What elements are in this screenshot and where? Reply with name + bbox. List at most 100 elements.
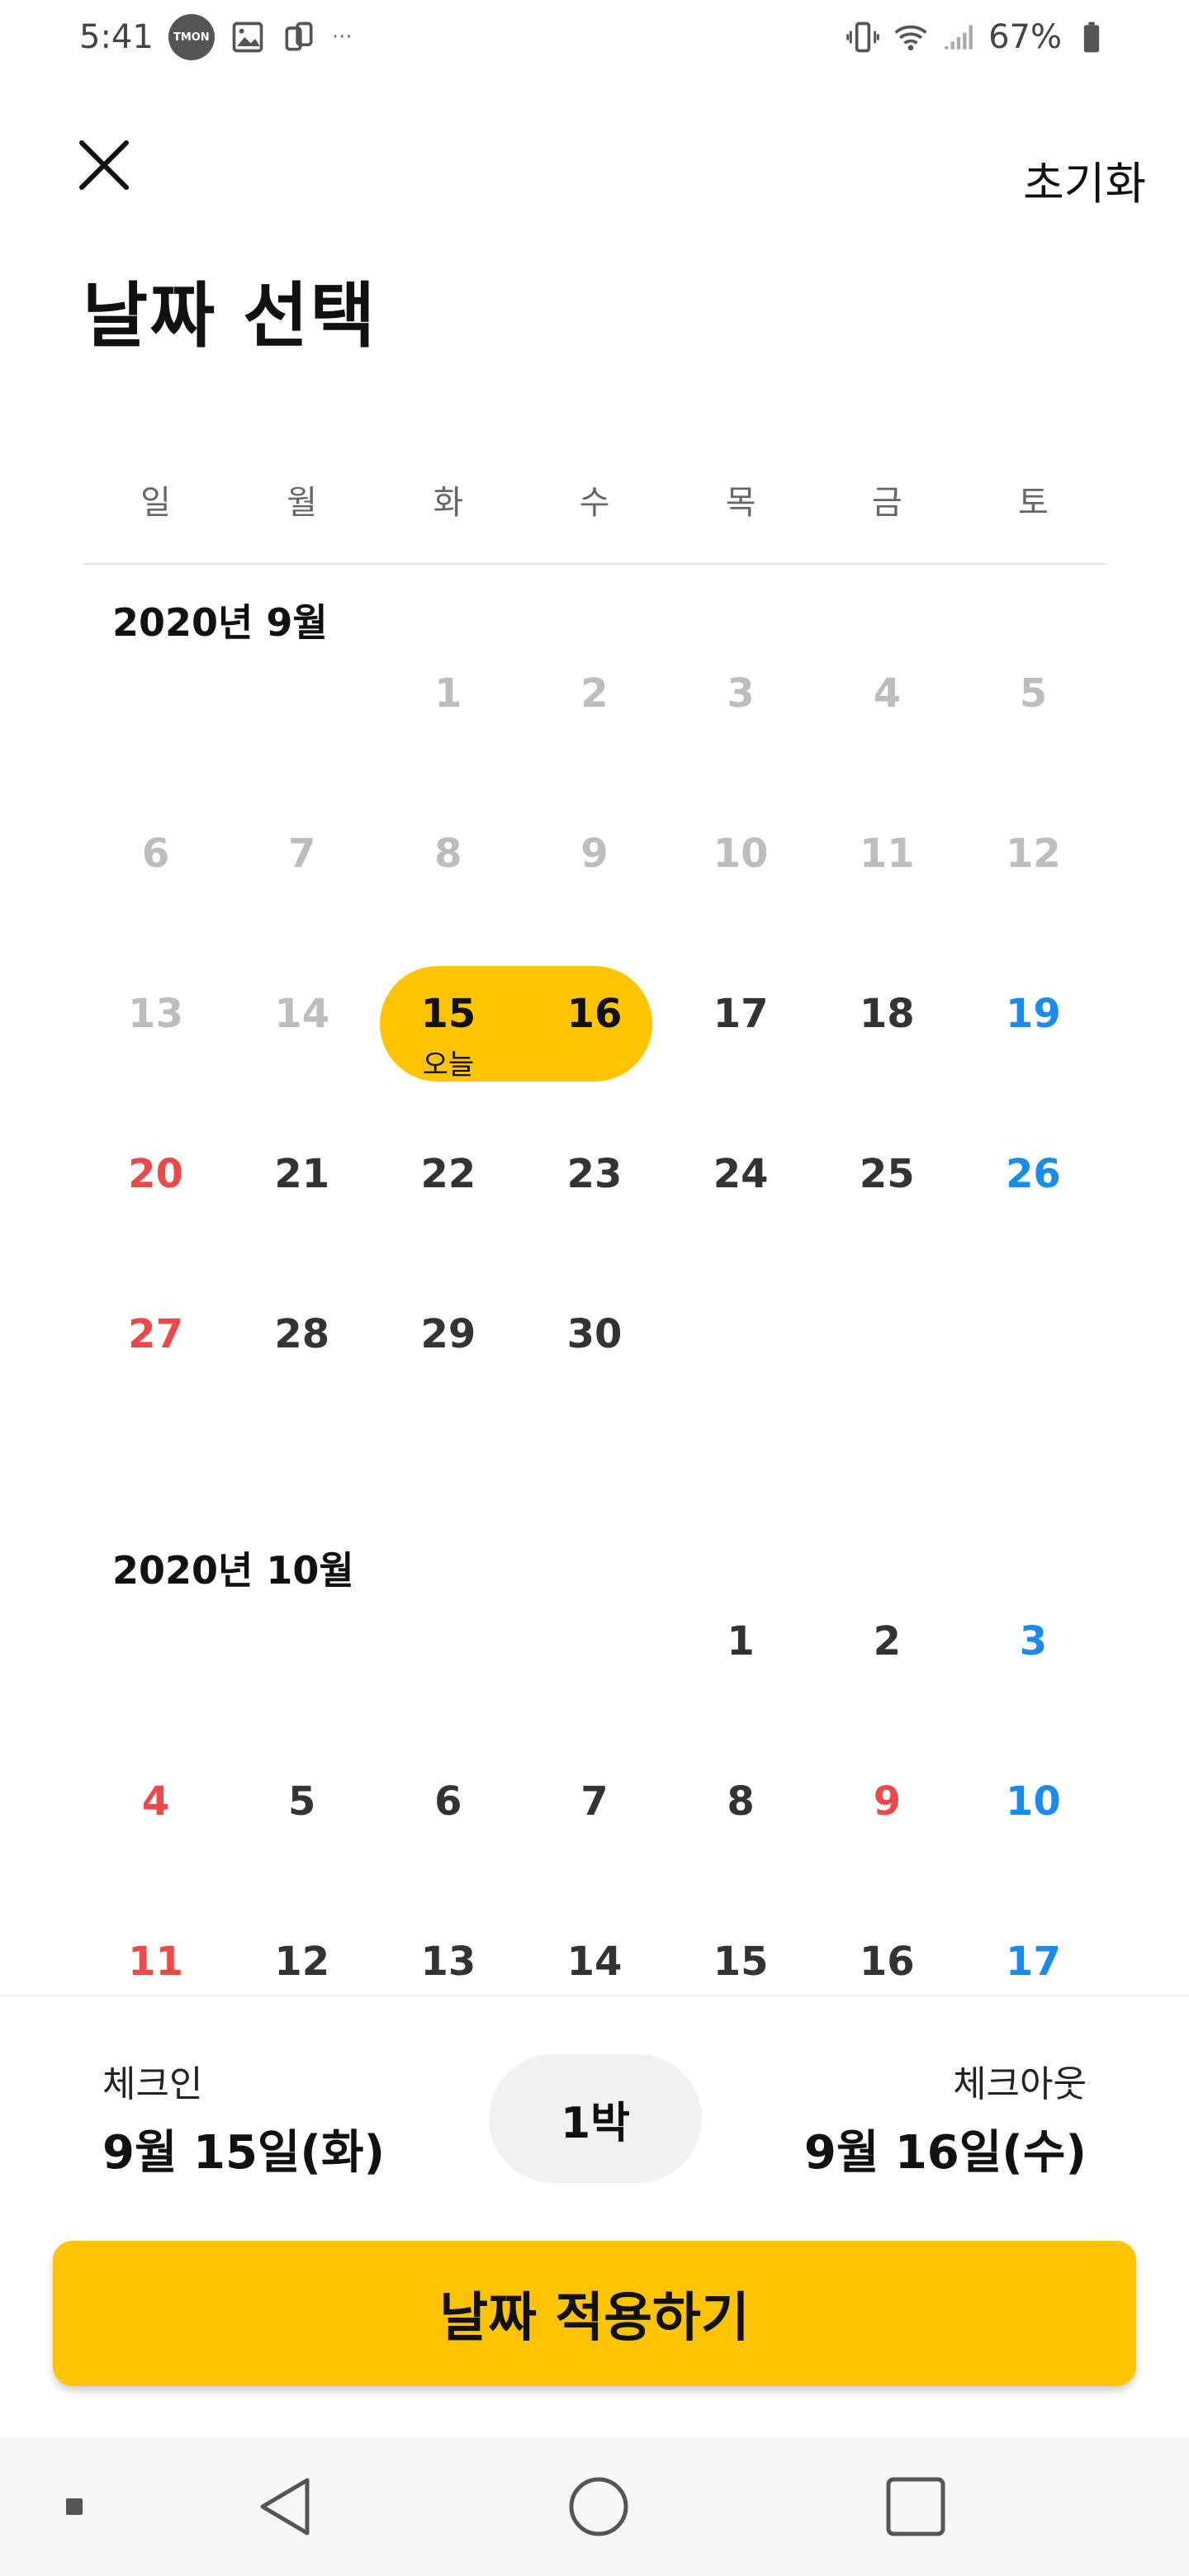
selected-range-highlight bbox=[380, 966, 652, 1082]
calendar-day-empty bbox=[814, 1305, 960, 1465]
calendar-day[interactable]: 21 bbox=[274, 1151, 330, 1197]
calendar-day[interactable]: 22 bbox=[420, 1151, 476, 1197]
status-bar: 5:41 TMON ··· 67% bbox=[0, 0, 1189, 74]
calendar-day-empty bbox=[229, 664, 375, 824]
calendar-week: 20 21 22 23 24 25 26 bbox=[83, 1144, 1106, 1305]
weekday-sat: 토 bbox=[1018, 484, 1049, 522]
calendar-day[interactable]: 18 bbox=[859, 991, 915, 1037]
checkout-summary: 체크아웃 9월 16일(수) bbox=[804, 2054, 1087, 2182]
calendar-day[interactable]: 20 bbox=[128, 1151, 183, 1197]
weekday-mon: 월 bbox=[287, 484, 318, 522]
month-september: 2020년 9월 1 2 3 4 5 6 7 8 9 10 11 12 bbox=[83, 566, 1106, 1465]
vibrate-icon bbox=[846, 21, 879, 53]
calendar-day-empty bbox=[521, 1612, 667, 1772]
calendar-day-checkin[interactable]: 15 오늘 bbox=[375, 984, 521, 1144]
month-title: 2020년 10월 bbox=[112, 1548, 354, 1593]
close-icon bbox=[79, 140, 129, 190]
nav-extra-button[interactable] bbox=[50, 2437, 99, 2576]
calendar-day-empty bbox=[229, 1612, 375, 1772]
checkout-label: 체크아웃 bbox=[953, 2063, 1087, 2105]
calendar-scroll-area[interactable]: 2020년 9월 1 2 3 4 5 6 7 8 9 10 11 12 bbox=[83, 566, 1106, 1995]
calendar-day[interactable]: 6 bbox=[434, 1778, 462, 1825]
calendar-day[interactable]: 16 bbox=[859, 1939, 915, 1985]
checkout-date: 9월 16일(수) bbox=[803, 2126, 1087, 2180]
calendar-day[interactable]: 13 bbox=[420, 1939, 476, 1985]
square-dot-icon bbox=[66, 2498, 83, 2515]
nights-badge: 1박 bbox=[489, 2054, 702, 2183]
calendar-day: 4 bbox=[873, 670, 901, 717]
signal-icon bbox=[945, 25, 973, 50]
calendar-day[interactable]: 1 bbox=[727, 1618, 755, 1664]
calendar-day: 7 bbox=[288, 831, 316, 877]
calendar-day[interactable]: 8 bbox=[727, 1778, 755, 1825]
weekday-thu: 목 bbox=[725, 484, 756, 522]
nav-recents-button[interactable] bbox=[870, 2437, 961, 2576]
calendar-day: 9 bbox=[580, 831, 609, 877]
apply-dates-button[interactable]: 날짜 적용하기 bbox=[53, 2241, 1136, 2386]
calendar-week: 1 2 3 4 5 bbox=[83, 664, 1106, 824]
calendar-day: 8 bbox=[434, 831, 462, 877]
calendar-day: 11 bbox=[859, 831, 915, 877]
calendar-day: 5 bbox=[1019, 670, 1048, 717]
calendar-day: 10 bbox=[713, 831, 769, 877]
calendar-day: 13 bbox=[128, 991, 183, 1037]
calendar-day[interactable]: 30 bbox=[566, 1311, 623, 1357]
calendar-day-empty bbox=[668, 1305, 814, 1465]
calendar-day-empty bbox=[960, 1305, 1106, 1465]
more-notifications-icon: ··· bbox=[331, 25, 353, 50]
calendar-day[interactable]: 10 bbox=[1006, 1778, 1061, 1825]
gallery-icon bbox=[232, 21, 263, 53]
calendar-day[interactable]: 17 bbox=[1006, 1939, 1061, 1985]
tmon-app-icon: TMON bbox=[168, 14, 215, 60]
checkin-date: 9월 15일(화) bbox=[102, 2126, 386, 2180]
month-spacer bbox=[83, 1465, 1106, 1514]
status-right: 67% bbox=[845, 18, 1110, 56]
calendar-day[interactable]: 3 bbox=[1019, 1618, 1048, 1664]
reset-button[interactable]: 초기화 bbox=[1022, 158, 1146, 210]
calendar-day[interactable]: 11 bbox=[128, 1939, 183, 1985]
calendar-day[interactable]: 26 bbox=[1006, 1151, 1061, 1197]
calendar-day[interactable]: 17 bbox=[713, 991, 769, 1037]
calendar-day-empty bbox=[375, 1612, 521, 1772]
calendar-day[interactable]: 14 bbox=[566, 1939, 623, 1985]
calendar-day: 3 bbox=[727, 670, 755, 717]
nav-back-button[interactable] bbox=[239, 2437, 330, 2576]
calendar-day[interactable]: 7 bbox=[580, 1778, 609, 1825]
calendar-day[interactable]: 4 bbox=[141, 1778, 170, 1825]
calendar-day: 12 bbox=[1006, 831, 1061, 877]
calendar-day[interactable]: 19 bbox=[1006, 991, 1061, 1037]
calendar-day[interactable]: 29 bbox=[420, 1311, 476, 1357]
weekday-wed: 수 bbox=[579, 484, 610, 522]
calendar-day[interactable]: 23 bbox=[566, 1151, 623, 1197]
calendar-week: 6 7 8 9 10 11 12 bbox=[83, 824, 1106, 984]
calendar-day[interactable]: 15 bbox=[713, 1939, 769, 1985]
checkin-summary: 체크인 9월 15일(화) bbox=[102, 2054, 385, 2182]
calendar-day[interactable]: 25 bbox=[859, 1151, 915, 1197]
calendar-day-number: 15 bbox=[420, 991, 476, 1037]
calendar-week: 11 12 13 14 15 16 17 bbox=[83, 1932, 1106, 1995]
home-circle-icon bbox=[569, 2477, 628, 2536]
calendar-day[interactable]: 5 bbox=[288, 1778, 316, 1825]
weekday-sun: 일 bbox=[140, 484, 171, 522]
weekday-fri: 금 bbox=[871, 484, 902, 522]
recents-square-icon bbox=[886, 2477, 945, 2536]
nav-home-button[interactable] bbox=[553, 2437, 644, 2576]
calendar-day[interactable]: 2 bbox=[873, 1618, 901, 1664]
calendar-week: 13 14 15 오늘 16 17 18 19 bbox=[83, 966, 1106, 1144]
weekday-header: 일 월 화 수 목 금 토 bbox=[83, 462, 1106, 565]
calendar-day[interactable]: 28 bbox=[274, 1311, 330, 1357]
calendar-day[interactable]: 12 bbox=[274, 1939, 330, 1985]
booking-summary-panel: 체크인 9월 15일(화) 1박 체크아웃 9월 16일(수) 날짜 적용하기 bbox=[0, 1995, 1189, 2437]
calendar-day: 6 bbox=[141, 831, 170, 877]
wifi-icon bbox=[894, 25, 927, 51]
calendar-day[interactable]: 24 bbox=[713, 1151, 769, 1197]
calendar-day[interactable]: 27 bbox=[128, 1311, 183, 1357]
close-button[interactable] bbox=[71, 132, 137, 198]
calendar-day-holiday[interactable]: 9 bbox=[873, 1778, 901, 1825]
calendar-day-checkout[interactable]: 16 bbox=[566, 991, 623, 1037]
calendar-day: 2 bbox=[580, 670, 609, 717]
checkin-label: 체크인 bbox=[102, 2063, 203, 2105]
calendar-day-empty bbox=[83, 664, 229, 824]
calendar-week: 1 2 3 bbox=[83, 1612, 1106, 1772]
status-left: 5:41 TMON ··· bbox=[79, 14, 353, 60]
